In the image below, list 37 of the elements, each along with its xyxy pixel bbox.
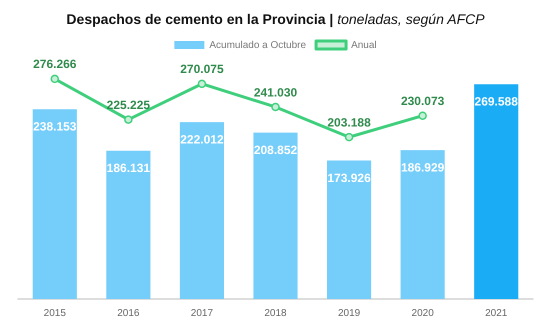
legend-label: Anual [351,40,377,51]
data-label: 241.030 [254,85,298,100]
data-label: 269.588 [474,94,518,109]
x-tick-label: 2017 [190,308,214,319]
point [198,80,206,88]
data-label: 276.266 [33,57,77,72]
data-label: 270.075 [180,62,224,76]
data-label: 186.131 [106,161,150,176]
x-tick-label: 2015 [44,308,66,319]
x-tick-label: 2016 [117,308,140,319]
point [271,102,280,112]
chart-title: Despachos de cemento en la Provincia | [66,11,334,27]
point [344,132,354,142]
data-label: 225.225 [106,98,150,112]
bar [180,122,224,299]
bar [106,150,150,299]
bar [474,84,518,299]
x-tick-label: 2021 [485,308,508,319]
data-label: 173.926 [327,170,372,185]
data-label: 203.188 [327,115,372,130]
bar [400,150,445,299]
data-label: 230.073 [400,94,445,108]
legend-label: Acumulado a Octubre [209,40,307,51]
data-label: 222.012 [180,132,224,146]
chart-subtitle: toneladas, según AFCP [337,11,485,27]
point [418,111,427,120]
bar [253,132,298,299]
x-tick-label: 2020 [412,308,434,319]
data-label: 186.929 [400,160,445,174]
bar [32,109,77,299]
data-label: 238.153 [33,120,77,134]
bar [327,160,372,299]
x-tick-label: 2018 [264,308,288,319]
point [124,115,133,124]
data-label: 208.852 [254,142,298,157]
point [50,74,60,84]
x-tick-label: 2019 [338,308,361,319]
